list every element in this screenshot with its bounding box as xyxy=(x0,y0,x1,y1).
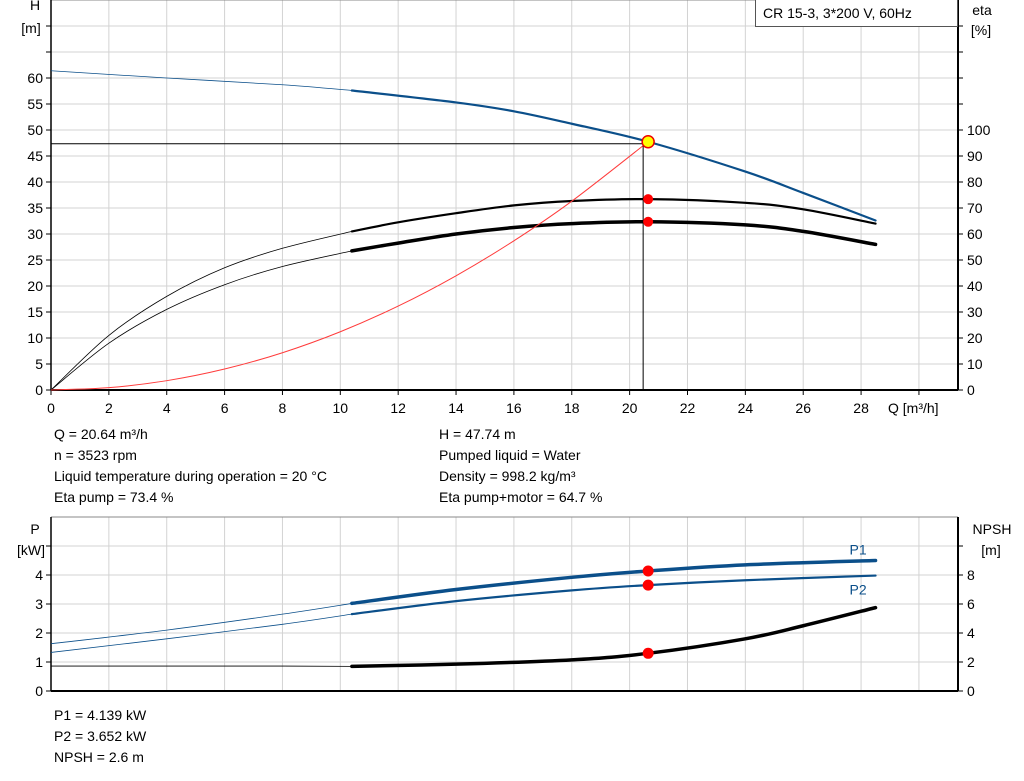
y-tick-label-left: 15 xyxy=(27,304,43,320)
system-curve xyxy=(50,141,649,391)
curve-thin-1 xyxy=(50,613,352,653)
curve-0 xyxy=(350,558,878,606)
y-axis-label-left: P xyxy=(30,521,39,537)
operating-point-npsh xyxy=(642,647,654,659)
x-tick-label: 26 xyxy=(795,400,811,416)
x-axis-label: Q [m³/h] xyxy=(888,400,939,416)
y-tick-label-right: 2 xyxy=(967,654,975,670)
chart-title: CR 15-3, 3*200 V, 60Hz xyxy=(755,0,958,27)
curve-0 xyxy=(350,89,877,222)
series-label-P2: P2 xyxy=(850,582,867,598)
x-tick-label: 28 xyxy=(853,400,869,416)
x-tick-label: 14 xyxy=(448,400,464,416)
curve-1 xyxy=(350,198,877,233)
info-speed: n = 3523 rpm xyxy=(54,447,137,463)
info-p2: P2 = 3.652 kW xyxy=(54,728,147,744)
operating-point-eta-pump xyxy=(643,194,654,205)
y-tick-label-right: 80 xyxy=(967,174,983,190)
y-tick-label-left: 10 xyxy=(27,330,43,346)
x-tick-label: 12 xyxy=(390,400,406,416)
curve-thin-1 xyxy=(50,231,352,391)
operating-point-p2 xyxy=(642,579,654,591)
operating-point-eta-pump-motor xyxy=(643,216,654,227)
info-bottom: P1 = 4.139 kW P2 = 3.652 kW NPSH = 2.6 m xyxy=(54,705,146,768)
y-tick-label-left: 4 xyxy=(35,567,43,583)
y-tick-label-right: 90 xyxy=(967,148,983,164)
y-tick-label-left: 50 xyxy=(27,122,43,138)
y-tick-label-right: 50 xyxy=(967,252,983,268)
y-tick-label-left: 40 xyxy=(27,174,43,190)
y-tick-label-left: 45 xyxy=(27,148,43,164)
curve-1 xyxy=(350,574,877,616)
y-tick-label-right: 100 xyxy=(967,122,991,138)
x-tick-label: 10 xyxy=(333,400,349,416)
info-npsh: NPSH = 2.6 m xyxy=(54,749,144,765)
y-tick-label-right: 10 xyxy=(967,356,983,372)
operating-point-marker xyxy=(641,135,655,149)
y-tick-label-right: 30 xyxy=(967,304,983,320)
y-tick-label-left: 5 xyxy=(35,356,43,372)
x-tick-label: 8 xyxy=(279,400,287,416)
x-tick-label: 20 xyxy=(622,400,638,416)
operating-point-p1 xyxy=(642,565,654,577)
info-temperature: Liquid temperature during operation = 20… xyxy=(54,468,327,484)
curve-2 xyxy=(350,220,878,253)
curve-thin-0 xyxy=(50,603,352,645)
x-tick-label: 22 xyxy=(680,400,696,416)
info-flow: Q = 20.64 m³/h xyxy=(54,426,148,442)
y-tick-label-left: 0 xyxy=(35,683,43,699)
info-density: Density = 998.2 kg/m³ xyxy=(439,468,576,484)
y-tick-label-left: 55 xyxy=(27,96,43,112)
y-tick-label-left: 20 xyxy=(27,278,43,294)
y-tick-label-right: 70 xyxy=(967,200,983,216)
y-tick-label-left: 35 xyxy=(27,200,43,216)
info-p1: P1 = 4.139 kW xyxy=(54,707,147,723)
info-liquid: Pumped liquid = Water xyxy=(439,447,581,463)
x-tick-label: 18 xyxy=(564,400,580,416)
y-tick-label-right: 4 xyxy=(967,625,975,641)
y-tick-label-right: 20 xyxy=(967,330,983,346)
info-head: H = 47.74 m xyxy=(439,426,516,442)
x-tick-label: 6 xyxy=(221,400,229,416)
y-axis-label-right: NPSH xyxy=(973,521,1012,537)
y-axis-unit-left: [m] xyxy=(21,20,40,36)
y-tick-label-left: 1 xyxy=(35,654,43,670)
x-tick-label: 2 xyxy=(105,400,113,416)
info-eta-pump-motor: Eta pump+motor = 64.7 % xyxy=(439,489,603,505)
y-axis-label-left: H xyxy=(30,0,40,13)
y-tick-label-right: 0 xyxy=(967,382,975,398)
y-tick-label-left: 30 xyxy=(27,226,43,242)
y-tick-label-right: 40 xyxy=(967,278,983,294)
x-tick-label: 24 xyxy=(738,400,754,416)
y-axis-unit-right: [%] xyxy=(971,22,991,38)
y-tick-label-left: 60 xyxy=(27,70,43,86)
y-tick-label-left: 2 xyxy=(35,625,43,641)
curve-thin-0 xyxy=(50,70,352,91)
y-tick-label-right: 6 xyxy=(967,596,975,612)
y-tick-label-right: 60 xyxy=(967,226,983,242)
y-tick-label-right: 0 xyxy=(967,683,975,699)
curve-2 xyxy=(350,605,878,669)
info-eta-pump: Eta pump = 73.4 % xyxy=(54,489,174,505)
info-top-right: H = 47.74 m Pumped liquid = Water Densit… xyxy=(439,424,602,508)
y-tick-label-left: 0 xyxy=(35,382,43,398)
info-top-left: Q = 20.64 m³/h n = 3523 rpm Liquid tempe… xyxy=(54,424,327,508)
x-tick-label: 16 xyxy=(506,400,522,416)
x-tick-label: 4 xyxy=(163,400,171,416)
y-axis-unit-left: [kW] xyxy=(17,542,45,558)
y-tick-label-left: 3 xyxy=(35,596,43,612)
y-tick-label-right: 8 xyxy=(967,567,975,583)
y-tick-label-left: 25 xyxy=(27,252,43,268)
x-tick-label: 0 xyxy=(47,400,55,416)
series-label-P1: P1 xyxy=(850,542,867,558)
curve-thin-2 xyxy=(50,250,352,391)
y-axis-unit-right: [m] xyxy=(981,542,1000,558)
y-axis-label-right: eta xyxy=(972,2,992,18)
